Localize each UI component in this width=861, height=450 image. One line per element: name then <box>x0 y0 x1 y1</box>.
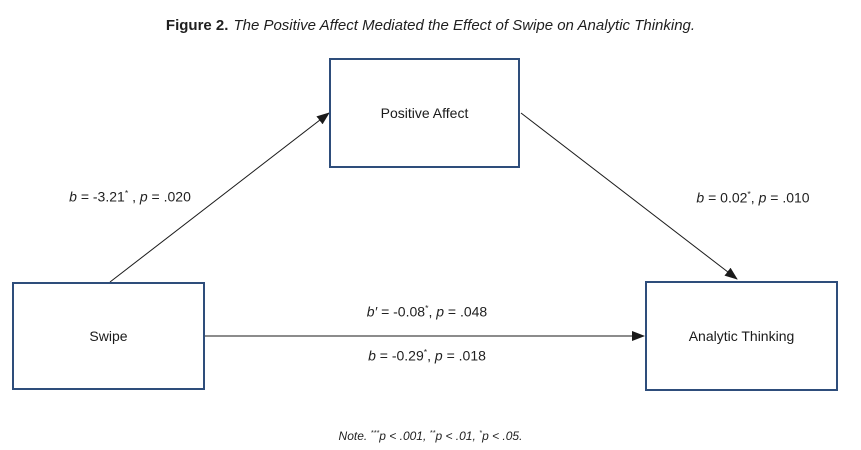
total-effect-coefficient: b = -0.29*, p = .018 <box>317 347 537 364</box>
b-path-pvar: p <box>758 189 767 206</box>
direct-effect-var: b′ <box>366 303 378 320</box>
figure-caption: The Positive Affect Mediated the Effect … <box>233 17 696 34</box>
note-sig1-var: p <box>482 429 489 443</box>
arrow-a-path <box>109 112 330 283</box>
b-path-sig-stars: * <box>747 189 751 199</box>
b-path-value: = 0.02 <box>704 189 748 206</box>
figure-title: Figure 2. The Positive Affect Mediated th… <box>0 16 861 35</box>
total-effect-separator: , <box>427 347 435 364</box>
a-path-separator: , <box>128 188 140 205</box>
total-effect-var: b <box>368 347 376 364</box>
note-sig1-stars: * <box>479 428 483 437</box>
predictor-box-label: Swipe <box>89 328 128 344</box>
predictor-box: Swipe <box>12 282 205 390</box>
a-path-var: b <box>69 188 77 205</box>
direct-effect-pvar: p <box>436 303 445 320</box>
figure-number-label: Figure 2. <box>165 17 229 34</box>
total-effect-pvar: p <box>434 347 443 364</box>
note-prefix: Note. <box>338 429 371 443</box>
a-path-sig-stars: * <box>124 188 129 198</box>
total-effect-pvalue: = .018 <box>442 347 486 364</box>
outcome-box-label: Analytic Thinking <box>688 328 795 344</box>
b-path-coefficient: b = 0.02*, p = .010 <box>643 189 861 206</box>
note-sig3-stars: *** <box>370 428 380 437</box>
outcome-box: Analytic Thinking <box>645 281 838 391</box>
a-path-pvalue: = .020 <box>147 188 191 205</box>
a-path-pvar: p <box>139 188 148 205</box>
note-sig2-threshold: < .01, <box>442 429 480 443</box>
a-path-coefficient: b = -3.21* , p = .020 <box>20 188 240 205</box>
mediator-box: Positive Affect <box>329 58 520 168</box>
direct-effect-value: = -0.08 <box>377 303 426 320</box>
a-path-value: = -3.21 <box>76 188 125 205</box>
b-path-var: b <box>696 189 705 206</box>
direct-effect-separator: , <box>428 303 437 320</box>
note-sig2-stars: ** <box>429 428 436 437</box>
arrow-b-path <box>520 112 738 280</box>
direct-effect-coefficient: b′ = -0.08*, p = .048 <box>317 303 537 320</box>
note-sig3-var: p <box>379 429 386 443</box>
significance-note: Note. ***p < .001, **p < .01, *p < .05. <box>0 428 861 443</box>
mediator-box-label: Positive Affect <box>380 105 469 121</box>
note-sig3-threshold: < .001, <box>385 429 430 443</box>
b-path-pvalue: = .010 <box>766 189 810 206</box>
direct-effect-pvalue: = .048 <box>444 303 488 320</box>
note-sig2-var: p <box>435 429 443 443</box>
note-sig1-threshold: < .05. <box>488 429 523 443</box>
total-effect-sig-stars: * <box>423 347 428 357</box>
b-path-separator: , <box>750 189 759 206</box>
total-effect-value: = -0.29 <box>375 347 424 364</box>
direct-effect-sig-stars: * <box>425 303 429 313</box>
